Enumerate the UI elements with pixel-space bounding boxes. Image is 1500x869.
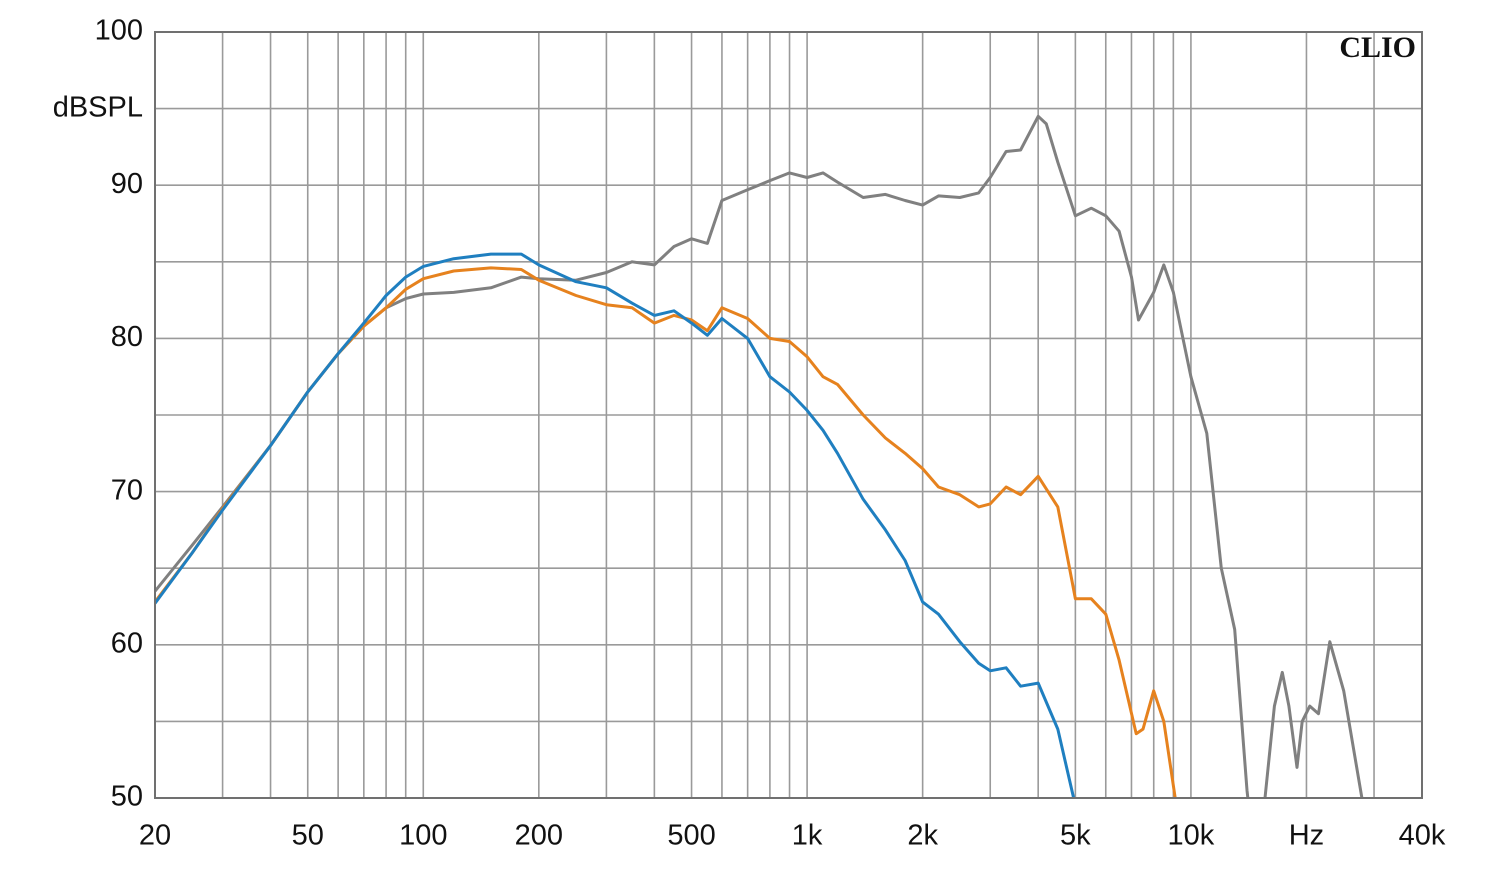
x-tick-label: 50 (292, 820, 324, 852)
x-tick-label: 2k (907, 820, 938, 852)
x-tick-label: 20 (139, 820, 171, 852)
series-line (155, 114, 1364, 798)
x-tick-label: 40k (1399, 820, 1446, 852)
x-tick-label: 200 (515, 820, 563, 852)
y-tick-label: 90 (111, 168, 143, 200)
grid (154, 31, 1423, 799)
y-tick-label: 60 (111, 627, 143, 659)
y-axis-label: dBSPL (53, 92, 143, 124)
y-tick-label: 70 (111, 474, 143, 506)
x-tick-label: 100 (399, 820, 447, 852)
watermark: CLIO (1339, 31, 1416, 64)
x-tick-label: 1k (792, 820, 823, 852)
series-line (155, 252, 1076, 798)
y-tick-label: 50 (111, 781, 143, 813)
x-tick-label: Hz (1289, 820, 1324, 852)
series-line (155, 266, 1177, 798)
plot-lines (155, 114, 1364, 798)
y-tick-label: 80 (111, 321, 143, 353)
tick-labels: 20 50 100 200 500 1k 2k 5k 10k Hz 40k 50 60 70 80 90 100 (95, 15, 1446, 852)
x-tick-label: 5k (1060, 820, 1091, 852)
y-tick-label: 100 (95, 15, 143, 47)
x-tick-label: 500 (667, 820, 715, 852)
plot-frame (154, 31, 1423, 799)
x-tick-label: 10k (1168, 820, 1215, 852)
